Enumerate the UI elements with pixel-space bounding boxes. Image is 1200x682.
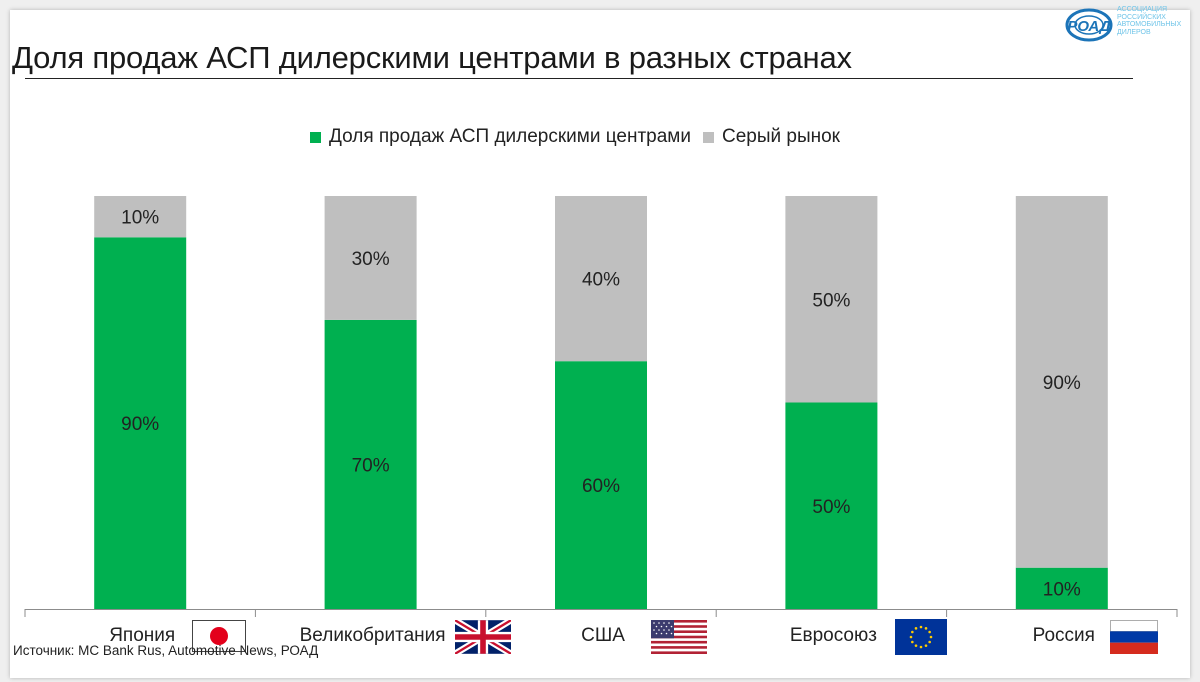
japan-flag-icon	[192, 620, 246, 652]
title-divider	[25, 78, 1133, 79]
usa-flag-icon	[651, 620, 707, 654]
page-title: Доля продаж АСП дилерскими центрами в ра…	[12, 40, 852, 75]
source-note: Источник: МС Bank Rus, Automotive News, …	[13, 643, 319, 658]
logo-subtitle: АССОЦИАЦИЯ РОССИЙСКИХ АВТОМОБИЛЬНЫХ ДИЛЕ…	[1117, 6, 1182, 36]
bar-dealers	[1015, 567, 1108, 609]
legend-swatch-green	[310, 131, 321, 143]
category-label: Евросоюз	[790, 625, 877, 646]
bar-dealers	[94, 237, 187, 610]
bar-dealers	[785, 402, 878, 609]
category-label: Великобритания	[300, 625, 446, 646]
legend-item-gray-market: Серый рынок	[702, 126, 840, 148]
data-label: 90%	[1043, 373, 1081, 394]
data-label: 50%	[812, 290, 850, 311]
uk-flag-icon	[455, 620, 511, 654]
road-logo-icon: РОАД	[1065, 8, 1113, 42]
legend-item-dealers: Доля продаж АСП дилерскими центрами	[310, 126, 691, 148]
bar-gray-market	[555, 196, 647, 362]
data-label: 60%	[582, 476, 620, 497]
data-label: 40%	[582, 270, 620, 291]
data-label: 70%	[352, 455, 390, 476]
chart-legend: Доля продаж АСП дилерскими центрами Серы…	[310, 126, 852, 148]
bar-dealers	[555, 361, 647, 609]
legend-label-dealers: Доля продаж АСП дилерскими центрами	[329, 126, 691, 147]
bar-gray-market	[324, 196, 417, 320]
legend-label-gray-market: Серый рынок	[721, 126, 840, 147]
category-label: Япония	[109, 625, 175, 646]
data-label: 50%	[812, 497, 850, 518]
category-label: США	[581, 625, 625, 646]
bar-dealers	[324, 319, 417, 609]
legend-swatch-gray	[702, 131, 714, 143]
russia-flag-icon	[1110, 620, 1158, 654]
category-label: Россия	[1033, 625, 1095, 646]
eu-flag-icon	[895, 619, 947, 655]
data-label: 10%	[1043, 579, 1081, 600]
bar-gray-market	[1015, 196, 1108, 568]
data-label: 30%	[352, 249, 390, 270]
logo-text: РОАД	[1067, 18, 1110, 35]
data-label: 10%	[121, 208, 159, 229]
data-label: 90%	[121, 414, 159, 435]
bar-gray-market	[785, 196, 878, 403]
bar-gray-market	[94, 196, 187, 238]
